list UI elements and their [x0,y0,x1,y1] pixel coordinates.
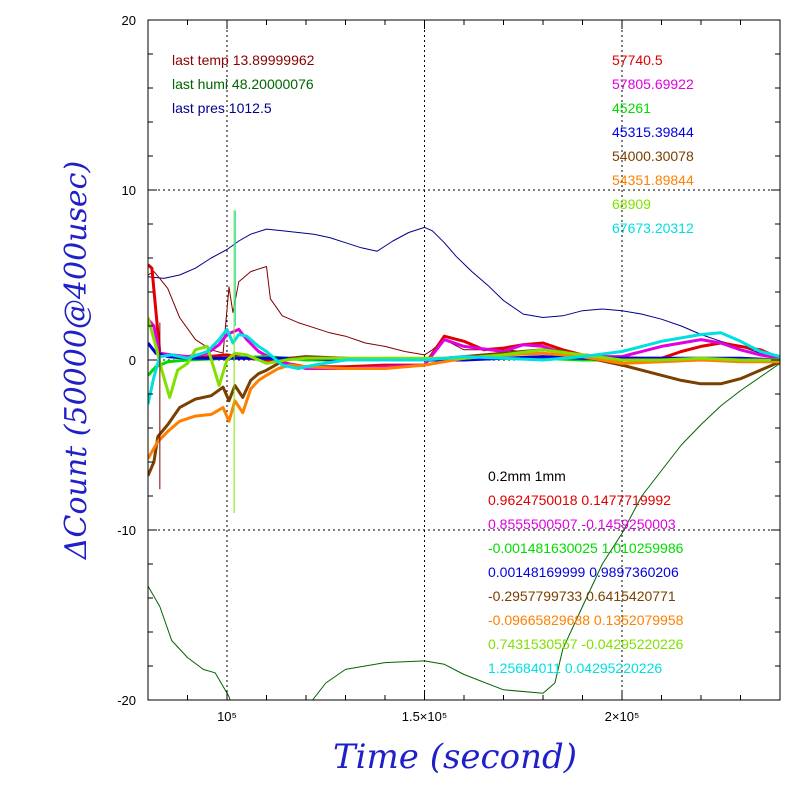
y-tick-label: 20 [122,13,136,28]
y-axis-title: ΔCount (50000@400usec) [59,161,94,560]
channel-value: 54000.30078 [612,148,694,164]
axis-ticks [147,19,781,701]
y-tick-label: 0 [129,353,136,368]
y-tick-labels: 20 10 0 -10 -20 [117,13,136,708]
x-tick-label: 1.5×10⁵ [402,709,448,724]
series-line-ch6 [148,351,780,460]
coefficient-row: -0.001481630025 1.010259986 [488,540,684,556]
coefficient-row: 0.9624750018 0.1477719992 [488,492,671,508]
channel-value: 68909 [612,196,651,212]
coefficient-row: -0.2957799733 0.6415420771 [488,588,676,604]
channel-value: 54351.89844 [612,172,694,188]
channel-value: 45261 [612,100,651,116]
series-line-ch8 [148,327,780,405]
channel-value: 45315.39844 [612,124,694,140]
coefficient-row: 0.00148169999 0.9897360206 [488,564,679,580]
annotations: last temp 13.89999962 last humi 48.200000… [172,52,694,676]
x-tick-label: 2×10⁵ [605,709,640,724]
env-readout: last temp 13.89999962 [172,52,315,68]
x-axis-title: Time (second) [333,737,577,777]
series-line-pres [148,226,780,359]
series-layer [148,210,780,700]
x-tick-labels: 10⁵ 1.5×10⁵ 2×10⁵ [217,709,639,724]
coefficient-row: 0.8555500507 -0.1459250003 [488,516,676,532]
channel-value: 57740.5 [612,52,663,68]
coefficient-row: 1.25684011 0.04295220226 [488,660,662,676]
env-readout: last pres 1012.5 [172,100,272,116]
channel-value: 67673.20312 [612,220,694,236]
series-line-ch7 [148,317,780,399]
x-tick-label: 10⁵ [217,709,237,724]
y-tick-label: -10 [117,523,136,538]
channel-value: 57805.69922 [612,76,694,92]
y-tick-label: -20 [117,693,136,708]
coef-header: 0.2mm 1mm [488,468,566,484]
env-readout: last humi 48.20000076 [172,76,314,92]
coefficient-row: -0.09665829688 0.1352079958 [488,612,684,628]
y-tick-label: 10 [122,183,136,198]
series-line-humi [148,362,780,700]
coefficient-row: 0.7431530557 -0.04295220226 [488,636,684,652]
